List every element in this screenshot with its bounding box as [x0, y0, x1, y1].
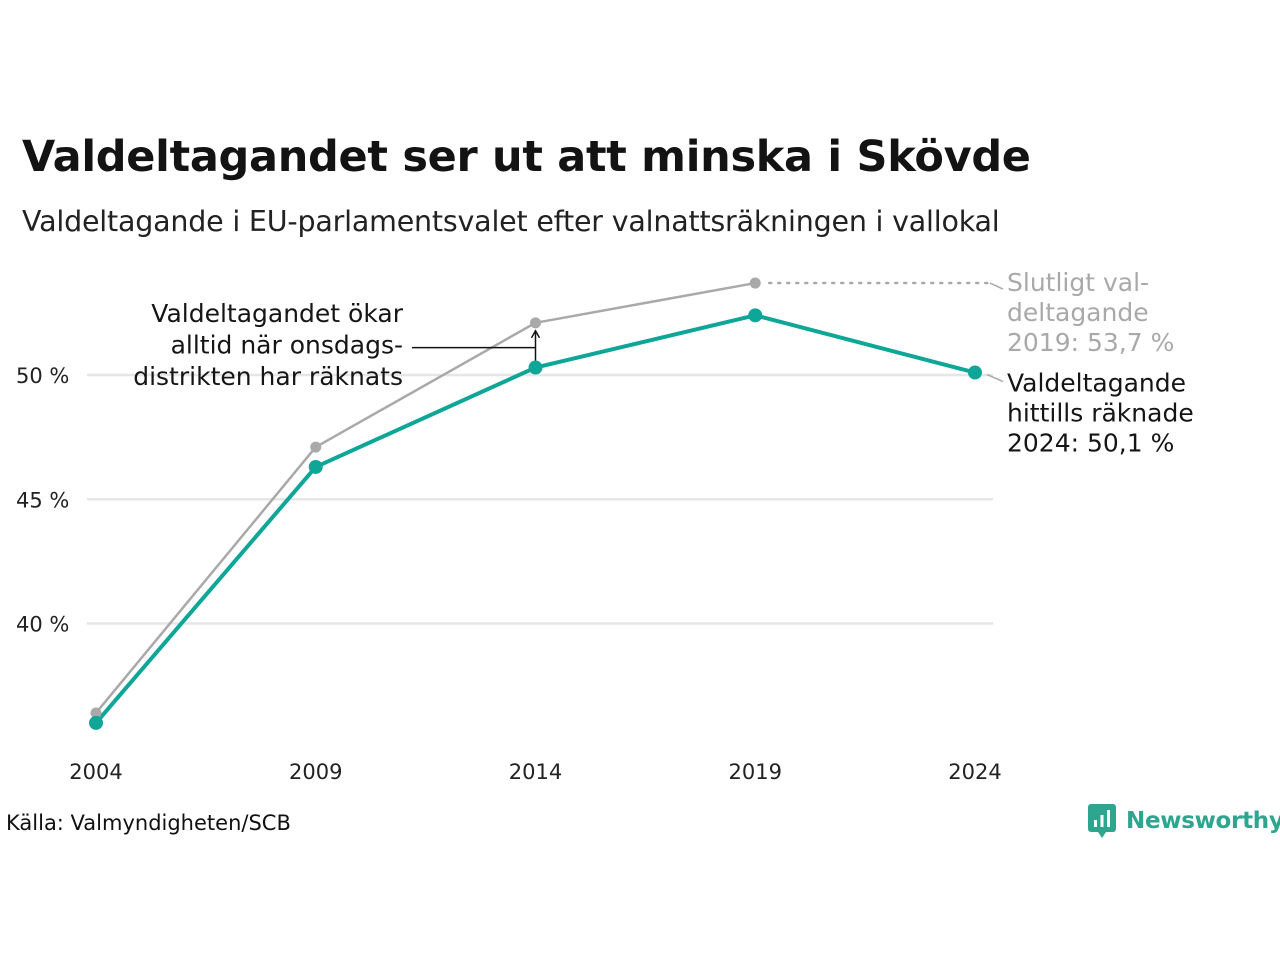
counted-turnout-label: 2024: 50,1 %: [1007, 429, 1174, 458]
annotation-arrow-head: [530, 329, 541, 339]
final-turnout-point: [749, 277, 761, 289]
final-turnout-label: 2019: 53,7 %: [1007, 328, 1174, 357]
source-note: Källa: Valmyndigheten/SCB: [6, 811, 291, 835]
counted-turnout-point: [308, 459, 323, 474]
x-tick-label: 2014: [509, 760, 562, 784]
final-turnout-point: [310, 441, 322, 453]
y-tick-label: 40 %: [16, 613, 69, 637]
final-turnout-point: [90, 707, 102, 719]
counted-turnout-label: Valdeltagande: [1007, 369, 1186, 398]
chart-title: Valdeltagandet ser ut att minska i Skövd…: [22, 132, 1031, 182]
x-tick-label: 2004: [69, 760, 122, 784]
counted-turnout-connector: [986, 373, 1004, 383]
gap-annotation-text: alltid när onsdags-: [171, 331, 403, 360]
counted-turnout-point: [528, 360, 543, 375]
x-tick-label: 2024: [948, 760, 1001, 784]
gridlines: [87, 373, 993, 625]
x-tick-label: 2009: [289, 760, 342, 784]
final-turnout-connector: [989, 282, 1004, 290]
y-axis-ticks: 40 % 45 % 50 %: [16, 364, 69, 637]
x-tick-label: 2019: [729, 760, 782, 784]
gap-annotation-text: Valdeltagandet ökar: [151, 299, 403, 328]
y-tick-label: 45 %: [16, 488, 69, 512]
x-axis-ticks: 2004 2009 2014 2019 2024: [69, 760, 1001, 784]
counted-turnout-label: hittills räknade: [1007, 399, 1194, 428]
chart-subtitle: Valdeltagande i EU-parlamentsvalet efter…: [22, 205, 1000, 238]
bar-chart-icon: [1088, 804, 1116, 838]
final-turnout-label: deltagande: [1007, 298, 1149, 327]
final-turnout-label: Slutligt val-: [1007, 268, 1149, 297]
counted-turnout-point: [748, 308, 763, 323]
brand-name: Newsworthy: [1126, 808, 1280, 834]
final-turnout-line: [95, 281, 756, 714]
gap-annotation-text: distrikten har räknats: [133, 362, 403, 391]
counted-turnout-point: [968, 365, 982, 380]
final-turnout-point: [530, 317, 541, 329]
y-tick-label: 50 %: [16, 364, 69, 388]
newsworthy-logo[interactable]: Newsworthy: [1088, 804, 1280, 838]
series-points: [89, 277, 982, 730]
counted-turnout-point: [89, 715, 103, 730]
